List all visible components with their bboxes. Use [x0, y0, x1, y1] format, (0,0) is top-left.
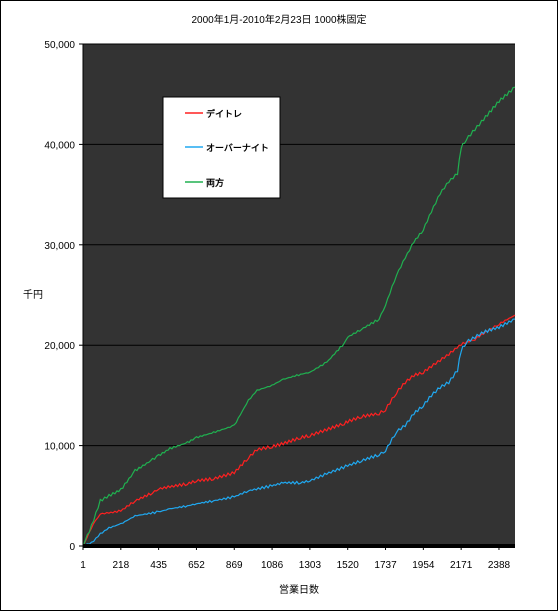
- x-tick-label: 1954: [412, 560, 435, 571]
- x-axis-ticks: 1 218 435 652 869 1086 1303 1520 1737 1954 2171 238…: [80, 546, 511, 571]
- x-tick-label: 1086: [261, 560, 284, 571]
- series-lines: [82, 86, 516, 547]
- legend-label: デイトレ: [206, 108, 242, 119]
- y-tick-label: 50,000: [44, 40, 75, 51]
- x-tick-label: 1737: [374, 560, 397, 571]
- y-tick-label: 40,000: [44, 140, 75, 151]
- y-axis-ticks: 0 10,000 20,000 30,000 40,000 50,000: [44, 40, 83, 553]
- y-tick-label: 0: [69, 542, 75, 553]
- y-axis-label: 千円: [23, 289, 43, 301]
- legend-label: 両方: [206, 177, 224, 188]
- gridlines: [83, 43, 515, 447]
- plot-area: [83, 44, 515, 546]
- x-tick-label: 652: [188, 560, 205, 571]
- x-axis-label: 営業日数: [279, 583, 319, 596]
- x-tick-label: 1: [80, 560, 86, 571]
- series-line-1: [82, 318, 516, 547]
- y-tick-label: 30,000: [44, 241, 75, 252]
- series-line-0: [82, 314, 516, 547]
- x-tick-label: 2388: [488, 560, 511, 571]
- x-tick-label: 218: [112, 560, 129, 571]
- y-tick-label: 20,000: [44, 341, 75, 352]
- y-tick-label: 10,000: [44, 442, 75, 453]
- x-tick-label: 1520: [337, 560, 360, 571]
- x-tick-label: 869: [226, 560, 243, 571]
- x-tick-label: 2171: [450, 560, 473, 571]
- legend-box: [162, 96, 281, 199]
- chart-title: 2000年1月-2010年2月23日 1000株固定: [191, 13, 366, 26]
- x-tick-label: 1303: [299, 560, 322, 571]
- x-tick-label: 435: [150, 560, 167, 571]
- series-line-2: [82, 86, 516, 547]
- legend-label: オーバーナイト: [206, 143, 269, 153]
